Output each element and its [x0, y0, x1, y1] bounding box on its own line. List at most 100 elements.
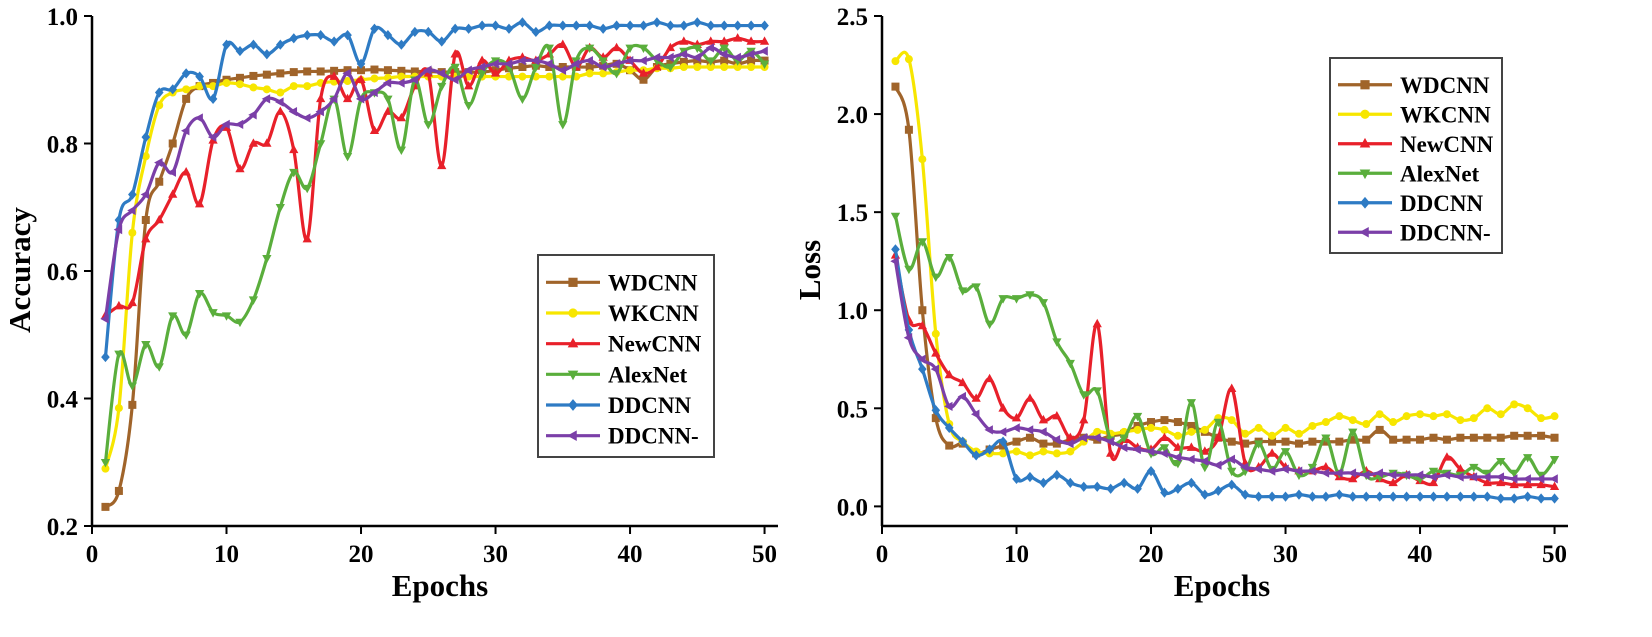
- accuracy-point-alexnet: [463, 101, 474, 111]
- loss-point-wdcnn: [1523, 431, 1532, 440]
- accuracy-series-ddcnn: [101, 17, 769, 363]
- loss-point-ddcnn: [1550, 493, 1559, 504]
- accuracy-point-ddcnn: [733, 20, 742, 31]
- loss-legend-marker: [1360, 109, 1370, 119]
- loss-point-ddcnn: [1321, 491, 1331, 502]
- loss-point-wdcnn: [1510, 431, 1519, 440]
- accuracy-legend-marker: [567, 370, 579, 381]
- accuracy-point-alexnet: [450, 63, 460, 73]
- accuracy-point-newcnn: [248, 138, 259, 147]
- accuracy-point-alexnet: [154, 363, 164, 372]
- accuracy-point-ddcnn: [410, 26, 420, 38]
- accuracy-point-newcnn: [181, 167, 191, 176]
- accuracy-point-newcnn: [746, 36, 756, 45]
- loss-point-wdcnn: [1402, 435, 1411, 444]
- loss-point-ddcnn: [1482, 472, 1491, 482]
- accuracy-point-newcnn: [706, 36, 716, 45]
- accuracy-point-alexnet: [168, 312, 178, 321]
- accuracy-x-tick-label: 10: [214, 541, 239, 568]
- accuracy-point-ddcnn: [665, 52, 674, 63]
- loss-point-ddcnn: [1294, 489, 1304, 500]
- loss-point-ddcnn: [1159, 448, 1168, 459]
- loss-point-ddcnn: [1536, 493, 1546, 504]
- loss-legend-box: [1329, 57, 1503, 254]
- accuracy-point-alexnet: [423, 121, 433, 130]
- loss-point-ddcnn: [1307, 466, 1316, 476]
- loss-point-wkcnn: [1537, 414, 1546, 423]
- loss-point-newcnn: [1428, 477, 1439, 487]
- loss-point-ddcnn: [1078, 433, 1088, 443]
- loss-point-ddcnn: [1293, 466, 1303, 476]
- accuracy-point-ddcnn: [719, 49, 728, 59]
- loss-legend-marker: [1359, 226, 1369, 238]
- accuracy-point-ddcnn: [343, 30, 352, 41]
- loss-point-ddcnn: [891, 244, 900, 255]
- accuracy-point-ddcnn: [760, 20, 769, 31]
- loss-point-ddcnn: [1456, 491, 1465, 502]
- loss-point-newcnn: [1549, 481, 1560, 491]
- accuracy-point-wdcnn: [262, 70, 271, 79]
- accuracy-point-ddcnn: [207, 132, 217, 142]
- accuracy-point-ddcnn: [167, 167, 176, 177]
- accuracy-point-alexnet: [477, 70, 487, 79]
- accuracy-point-ddcnn: [544, 59, 553, 69]
- loss-point-newcnn: [984, 373, 995, 383]
- loss-point-ddcnn: [1079, 481, 1089, 492]
- loss-point-ddcnn: [1266, 466, 1276, 476]
- accuracy-point-wkcnn: [545, 72, 554, 81]
- loss-y-tick-label: 1.5: [837, 200, 868, 227]
- accuracy-point-newcnn: [638, 68, 649, 77]
- accuracy-point-ddcnn: [396, 78, 405, 88]
- accuracy-point-ddcnn: [113, 224, 123, 235]
- accuracy-point-ddcnn: [195, 71, 204, 82]
- loss-legend-item-wdcnn: WDCNN: [1338, 73, 1490, 98]
- loss-point-newcnn: [1348, 473, 1358, 483]
- loss-point-ddcnn: [1105, 437, 1114, 447]
- accuracy-point-ddcnn: [504, 23, 514, 34]
- accuracy-point-wdcnn: [101, 502, 110, 511]
- accuracy-point-newcnn: [719, 36, 729, 45]
- accuracy-point-ddcnn: [692, 17, 702, 28]
- loss-point-newcnn: [917, 320, 927, 330]
- accuracy-legend-marker: [568, 399, 578, 411]
- loss-point-wkcnn: [1173, 431, 1182, 440]
- accuracy-point-ddcnn: [100, 314, 109, 324]
- accuracy-point-alexnet: [585, 44, 595, 54]
- loss-series-layer: [890, 50, 1560, 504]
- loss-point-newcnn: [998, 403, 1008, 412]
- loss-point-ddcnn: [1414, 470, 1424, 480]
- loss-point-wdcnn: [1389, 435, 1398, 444]
- accuracy-point-ddcnn: [692, 52, 701, 63]
- loss-y-tick-label: 0.5: [837, 396, 868, 423]
- loss-point-alexnet: [984, 320, 995, 330]
- loss-point-ddcnn: [1254, 491, 1263, 502]
- loss-point-alexnet: [1011, 295, 1022, 304]
- loss-legend-item-wkcnn: WKCNN: [1338, 102, 1491, 127]
- loss-point-ddcnn: [1335, 489, 1344, 500]
- accuracy-legend-label: DDCNN: [608, 393, 691, 418]
- loss-ticks: 0 10 20 30 40 50 0.0 0.5 1.0 1.5 2.0 2.5: [837, 4, 1567, 568]
- loss-point-wkcnn: [931, 329, 940, 338]
- loss-point-ddcnn: [998, 436, 1008, 447]
- loss-point-ddcnn: [1186, 454, 1195, 464]
- loss-point-wdcnn: [1456, 433, 1465, 442]
- accuracy-point-wdcnn: [114, 486, 123, 495]
- loss-point-newcnn: [1213, 432, 1223, 442]
- accuracy-point-wkcnn: [693, 63, 702, 72]
- loss-point-newcnn: [931, 348, 941, 357]
- accuracy-point-ddcnn: [276, 39, 285, 50]
- loss-point-alexnet: [1092, 387, 1102, 396]
- loss-y-tick-label: 2.5: [837, 4, 868, 31]
- loss-point-ddcnn: [1509, 474, 1518, 484]
- loss-point-wkcnn: [1241, 429, 1250, 438]
- accuracy-point-ddcnn: [584, 55, 593, 66]
- accuracy-legend-item-newcnn: NewCNN: [546, 332, 702, 357]
- accuracy-x-axis-title: Epochs: [392, 568, 488, 603]
- loss-point-newcnn: [958, 377, 968, 387]
- accuracy-point-ddcnn: [625, 20, 635, 31]
- accuracy-point-wkcnn: [235, 80, 244, 89]
- accuracy-point-alexnet: [706, 57, 716, 66]
- loss-point-wkcnn: [1254, 423, 1263, 432]
- loss-point-ddcnn: [944, 401, 953, 411]
- loss-point-wkcnn: [1039, 447, 1048, 456]
